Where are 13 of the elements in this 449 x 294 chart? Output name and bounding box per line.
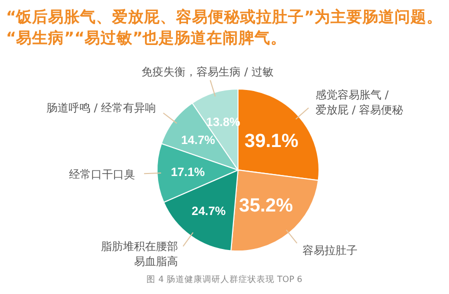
data-label: 35.2% [239,195,293,216]
slice-label: 感觉容易胀气 / 爱放屁 / 容易便秘 [315,88,404,116]
slice-label: 脂肪堆积在腰部易血脂高 [100,240,178,268]
slice-label: 经常口干口臭 [69,168,136,181]
slice-label: 容易拉肚子 [302,244,358,258]
data-label: 14.7% [181,132,216,147]
slice-label: 免疫失衡，容易生病 / 过敏 [142,65,274,78]
slice-label: 肠道呼鸣 / 经常有异响 [46,101,156,114]
data-label: 17.1% [170,165,206,180]
caption: 图 4 肠道健康调研人群症状表现 TOP 6 [146,274,302,285]
data-label: 24.7% [192,204,226,218]
data-label: 39.1% [244,131,298,152]
chart-title: “饭后易胀气、爱放屁、容易便秘或拉肚子”为主要肠道问题。 “易生病”“易过敏”也是肠道在闹脾气。 [6,7,442,47]
